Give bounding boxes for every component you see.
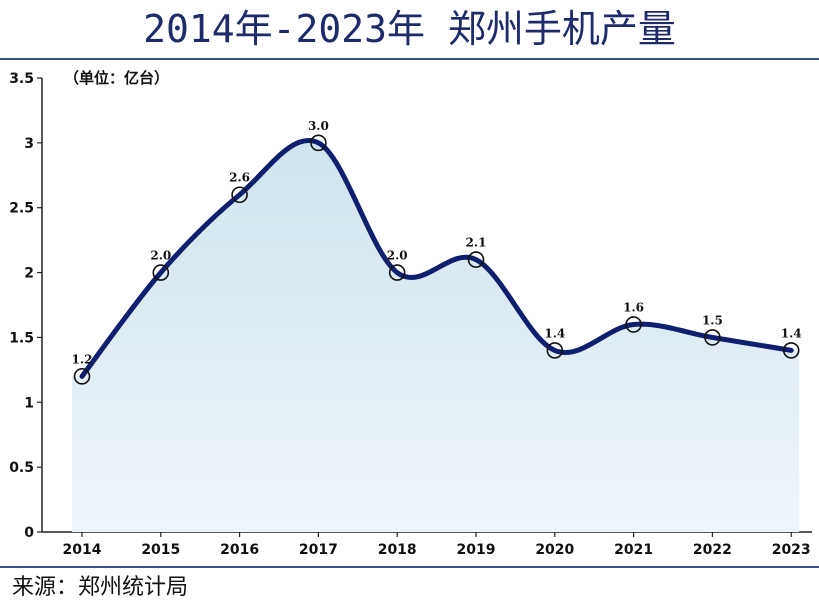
- data-point-marker: [704, 329, 721, 346]
- data-label: 2.6: [229, 171, 250, 185]
- area-fill: [72, 140, 800, 532]
- data-point-marker: [152, 264, 170, 281]
- source-note: 来源：郑州统计局: [12, 575, 189, 600]
- data-label: 1.4: [781, 326, 802, 340]
- x-tick-label: 2020: [535, 542, 574, 558]
- data-label: 1.6: [623, 300, 644, 314]
- data-point-marker: [388, 264, 406, 281]
- y-tick-label: 1.5: [9, 330, 34, 346]
- y-tick-label: 3: [24, 136, 34, 152]
- x-tick-label: 2014: [63, 542, 102, 558]
- x-tick-label: 2018: [378, 542, 417, 558]
- data-label: 1.2: [72, 352, 93, 366]
- series-line: [79, 138, 794, 379]
- data-point-marker: [467, 251, 485, 268]
- y-tick-label: 3.5: [9, 71, 34, 87]
- data-markers: 1.2 2.0 2.6 3.0 2.0 2.1 1.4 1.6 1.5 1.4: [72, 119, 802, 385]
- line-chart: 0 0.5 1 1.5 2 2.5 3 3.5 2014 2015 2016 2017 2018 2019…: [9, 69, 812, 558]
- x-tick-label: 2022: [693, 542, 732, 558]
- x-tick-label: 2015: [141, 542, 180, 558]
- data-point-marker: [546, 342, 564, 359]
- y-tick-label: 1: [24, 395, 34, 411]
- x-tick-label: 2019: [457, 542, 496, 558]
- y-tick-label: 0.5: [9, 460, 34, 476]
- data-label: 1.4: [544, 326, 565, 340]
- y-tick-label: 0: [24, 525, 34, 541]
- x-tick-label: 2017: [299, 542, 338, 558]
- y-tick-label: 2.5: [9, 201, 34, 217]
- y-tick-label: 2: [24, 266, 34, 282]
- x-tick-label: 2023: [772, 542, 811, 558]
- data-label: 2.1: [466, 236, 487, 250]
- unit-label: （单位：亿台）: [64, 69, 169, 87]
- data-label: 3.0: [308, 119, 329, 133]
- data-point-marker: [782, 342, 800, 359]
- data-point-marker: [625, 316, 642, 333]
- x-tick-label: 2016: [220, 542, 259, 558]
- data-point-marker: [231, 186, 248, 204]
- title-divider: [0, 58, 819, 60]
- data-point-marker: [73, 368, 91, 385]
- chart-title: 2014年-2023年 郑州手机产量: [143, 7, 676, 51]
- data-point-marker: [310, 134, 327, 152]
- data-label: 2.0: [150, 249, 171, 263]
- x-tick-label: 2021: [614, 542, 653, 558]
- source-divider: [0, 566, 819, 568]
- data-label: 1.5: [702, 313, 723, 327]
- axes: 0 0.5 1 1.5 2 2.5 3 3.5 2014 2015 2016 2017 2018 2019…: [9, 71, 812, 558]
- data-label: 2.0: [387, 249, 408, 263]
